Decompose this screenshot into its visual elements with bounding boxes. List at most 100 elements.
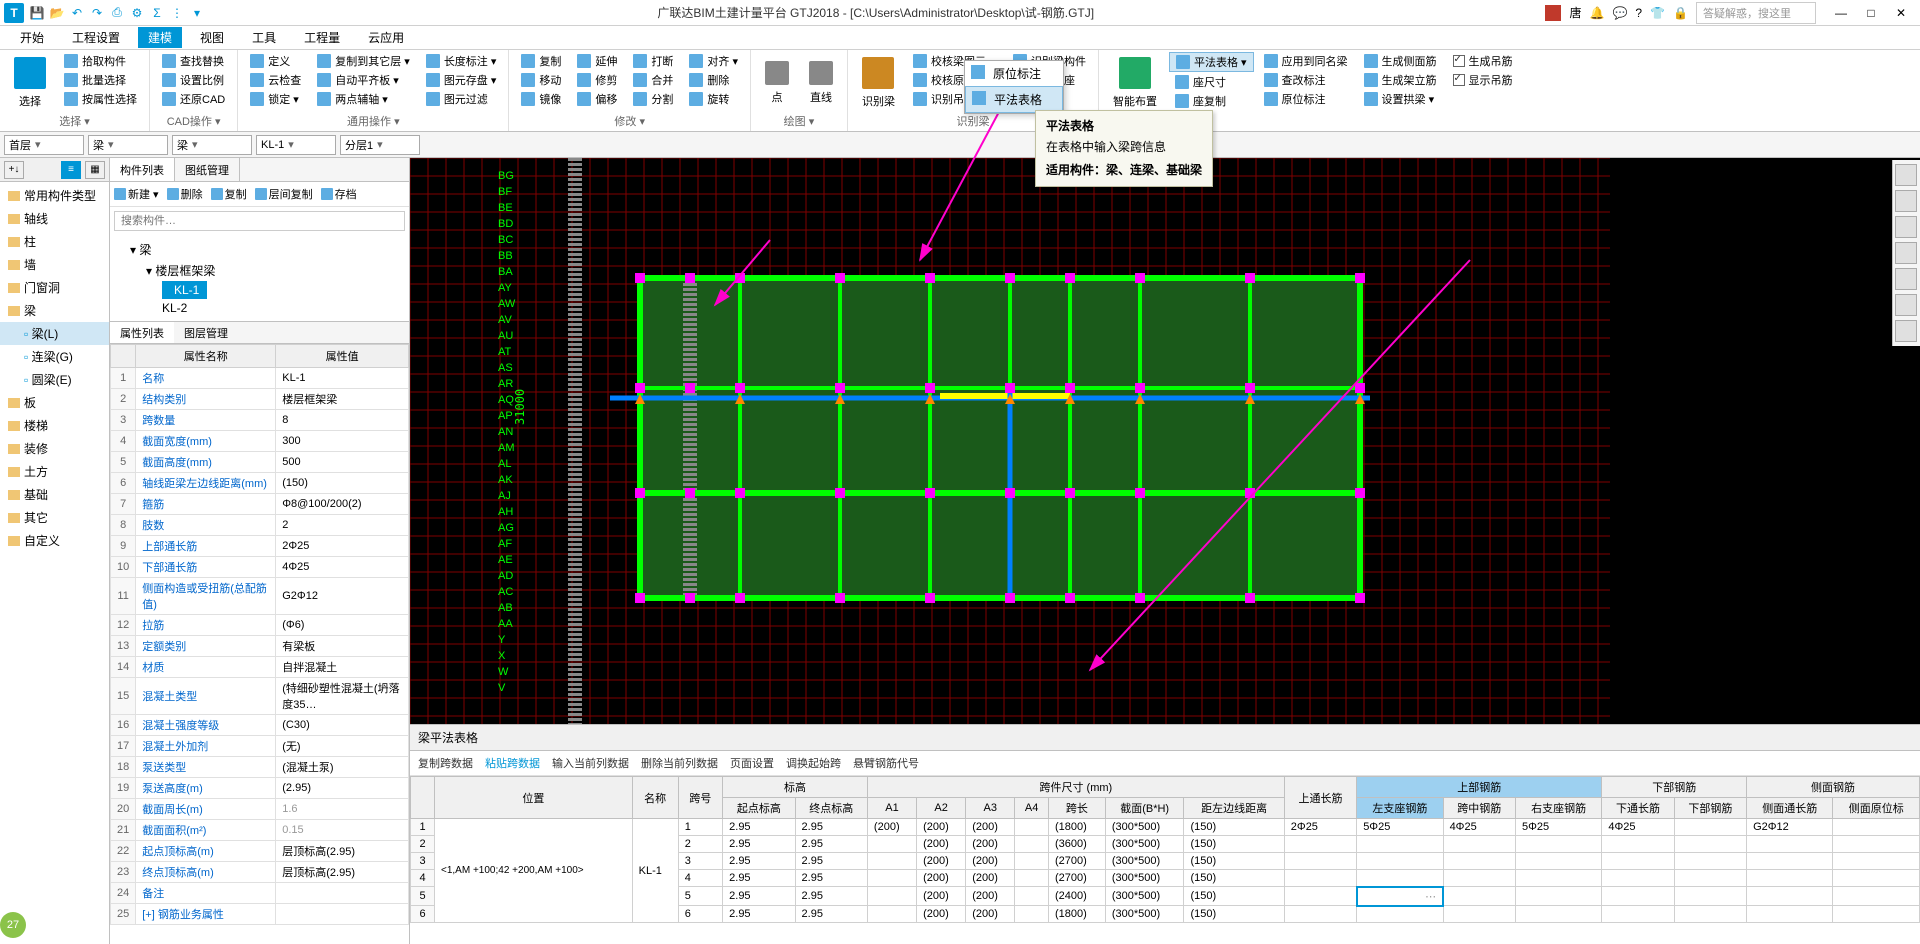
floor-combo[interactable]: 首层 [4,135,84,155]
tree-subitem-0[interactable]: ▫ 梁(L) [0,322,109,345]
bottom-tbtn[interactable]: 输入当前列数据 [552,755,629,771]
member-combo[interactable]: KL-1 [256,135,336,155]
ribbon-btn[interactable]: 应用到同名梁 [1258,52,1354,70]
ribbon-btn[interactable]: 拾取构件 [58,52,143,70]
ribbon-btn[interactable]: 对齐 ▾ [683,52,744,70]
prop-value[interactable] [276,883,409,904]
menu-4[interactable]: 工具 [242,27,286,48]
ribbon-btn[interactable]: 查找替换 [156,52,231,70]
ribbon-btn[interactable]: 生成侧面筋 [1358,52,1443,70]
tree-item-9[interactable]: 基础 [0,483,109,506]
ribbon-btn[interactable]: 修剪 [571,71,623,89]
menu-1[interactable]: 工程设置 [62,27,130,48]
tab-drawing-manage[interactable]: 图纸管理 [175,158,240,181]
prop-value[interactable]: 1.6 [276,799,409,820]
comp-tbtn[interactable]: 新建 ▾ [114,186,159,202]
ribbon-btn[interactable]: 两点辅轴 ▾ [311,90,416,108]
recognize-beam-button[interactable]: 识别梁 [854,52,903,113]
tree-view-list-button[interactable]: ≡ [61,161,81,179]
ribbon-btn[interactable]: 设置拱梁 ▾ [1358,90,1443,108]
tree-item-4[interactable]: 梁 [0,299,109,322]
ribbon-btn[interactable]: 查改标注 [1258,71,1354,89]
bottom-tbtn[interactable]: 粘贴跨数据 [485,755,540,771]
tab-properties[interactable]: 属性列表 [110,322,174,343]
bottom-tbtn[interactable]: 删除当前列数据 [641,755,718,771]
rt-btn-1[interactable] [1895,164,1917,186]
category1-combo[interactable]: 梁 [88,135,168,155]
rt-btn-7[interactable] [1895,320,1917,342]
print-icon[interactable]: ⎙ [108,4,126,22]
component-search-input[interactable] [114,211,405,231]
rt-btn-4[interactable] [1895,242,1917,264]
tree-item-6[interactable]: 楼梯 [0,414,109,437]
comp-tbtn[interactable]: 删除 [167,186,203,202]
ribbon-btn[interactable]: 分割 [627,90,679,108]
ribbon-btn[interactable]: 设置比例 [156,71,231,89]
tree-subitem-1[interactable]: ▫ 连梁(G) [0,345,109,368]
prop-value[interactable]: 500 [276,452,409,473]
save-icon[interactable]: 💾 [28,4,46,22]
prop-value[interactable]: (C30) [276,715,409,736]
dropdown-item-origin[interactable]: 原位标注 [965,61,1063,86]
data-table[interactable]: 位置 名称 跨号 标高 跨件尺寸 (mm) 上通长筋 上部钢筋 下部钢筋 侧面钢… [410,776,1920,923]
ribbon-btn[interactable]: 自动平齐板 ▾ [311,71,416,89]
comp-tree-item-kl1[interactable]: KL-1 [162,281,207,299]
ribbon-btn[interactable]: 批量选择 [58,71,143,89]
tab-layers[interactable]: 图层管理 [174,322,238,343]
prop-value[interactable]: (2.95) [276,778,409,799]
lock-icon[interactable]: 🔒 [1673,6,1688,20]
prop-value[interactable]: (150) [276,473,409,494]
tree-expand-button[interactable]: +↓ [4,161,24,179]
ribbon-btn[interactable]: 复制 [515,52,567,70]
name-cell[interactable]: KL-1 [632,819,678,923]
layer-combo[interactable]: 分层1 [340,135,420,155]
menu-6[interactable]: 云应用 [358,27,414,48]
tree-subitem-2[interactable]: ▫ 圆梁(E) [0,368,109,391]
ribbon-btn[interactable]: 生成架立筋 [1358,71,1443,89]
prop-value[interactable] [276,904,409,925]
prop-value[interactable]: 层顶标高(2.95) [276,841,409,862]
ribbon-btn[interactable]: 图元存盘 ▾ [420,71,503,89]
draw-btn[interactable]: 直线 [801,52,841,113]
prop-value[interactable]: (混凝土泵) [276,757,409,778]
ribbon-btn[interactable]: 生成吊筋 [1447,52,1519,70]
shirt-icon[interactable]: 👕 [1650,6,1665,20]
more-icon[interactable]: ▾ [188,4,206,22]
ribbon-btn[interactable]: 还原CAD [156,90,231,108]
sum-icon[interactable]: Σ [148,4,166,22]
comp-tbtn[interactable]: 复制 [211,186,247,202]
prop-value[interactable]: 层顶标高(2.95) [276,862,409,883]
maximize-button[interactable]: □ [1856,2,1886,24]
chat-icon[interactable]: 💬 [1612,6,1627,20]
comp-tree-type[interactable]: ▾ 楼层框架梁 [118,260,401,281]
ribbon-btn[interactable]: 打断 [627,52,679,70]
ribbon-btn[interactable]: 旋转 [683,90,744,108]
undo-icon[interactable]: ↶ [68,4,86,22]
prop-value[interactable]: 8 [276,410,409,431]
tree-item-0[interactable]: 轴线 [0,207,109,230]
smart-layout-button[interactable]: 智能布置 [1105,52,1165,113]
redo-icon[interactable]: ↷ [88,4,106,22]
prop-value[interactable]: (无) [276,736,409,757]
rt-btn-5[interactable] [1895,268,1917,290]
ribbon-btn[interactable]: 删除 [683,71,744,89]
bottom-tbtn[interactable]: 复制跨数据 [418,755,473,771]
prop-value[interactable]: G2Φ12 [276,578,409,615]
prop-value[interactable]: 300 [276,431,409,452]
tree-item-5[interactable]: 板 [0,391,109,414]
prop-value[interactable]: 2Φ25 [276,536,409,557]
tree-item-2[interactable]: 墙 [0,253,109,276]
ribbon-btn[interactable]: 复制到其它层 ▾ [311,52,416,70]
comp-tbtn[interactable]: 存档 [321,186,357,202]
ribbon-btn[interactable]: 云检查 [244,71,307,89]
rt-btn-3[interactable] [1895,216,1917,238]
category2-combo[interactable]: 梁 [172,135,252,155]
prop-value[interactable]: 2 [276,515,409,536]
prop-value[interactable]: 楼层框架梁 [276,389,409,410]
avatar[interactable] [1545,5,1561,21]
tree-item-1[interactable]: 柱 [0,230,109,253]
help-icon[interactable]: ? [1635,6,1642,20]
menu-0[interactable]: 开始 [10,27,54,48]
ribbon-btn[interactable]: 合并 [627,71,679,89]
prop-value[interactable]: (Φ6) [276,615,409,636]
